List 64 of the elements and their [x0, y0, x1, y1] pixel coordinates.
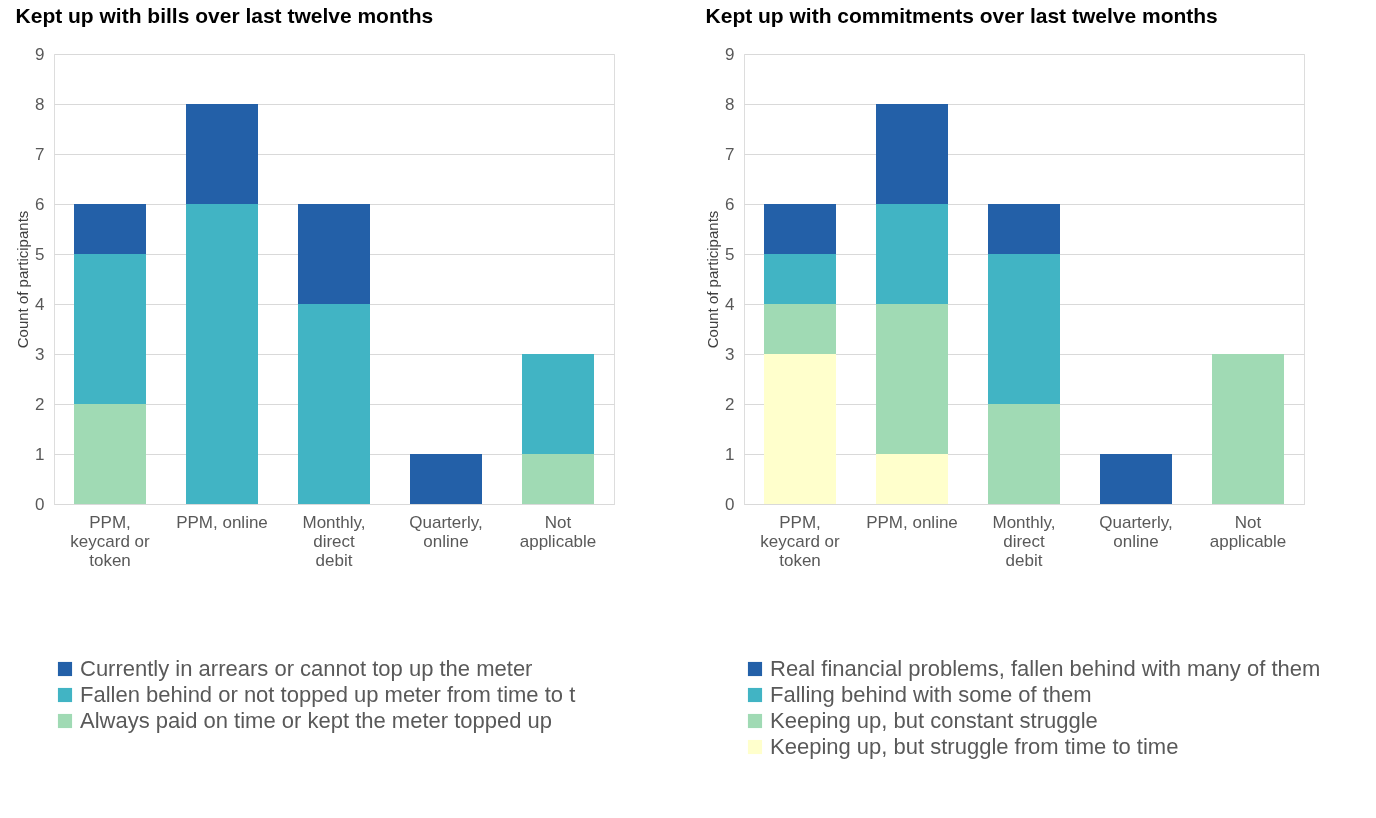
y-tick-label: 0	[725, 494, 735, 514]
bar	[186, 204, 258, 504]
x-tick-label: Quarterly, online	[409, 512, 483, 551]
y-tick-label: 3	[725, 344, 735, 364]
y-tick-label: 1	[725, 444, 735, 464]
bar	[522, 354, 594, 454]
y-axis-title: Count of participants	[704, 210, 722, 349]
bar	[876, 304, 948, 454]
y-tick-label: 9	[35, 44, 45, 64]
bar	[298, 204, 370, 304]
bar	[74, 404, 146, 504]
legend-label: Keeping up, but struggle from time to time	[770, 734, 1179, 759]
x-tick-label: Quarterly, online	[1099, 512, 1173, 551]
bar	[988, 204, 1060, 254]
y-tick-label: 9	[725, 44, 735, 64]
x-tick-label: PPM, online	[866, 512, 958, 532]
legend-label: Real financial problems, fallen behind with many of them	[770, 656, 1321, 681]
bar	[764, 304, 836, 354]
x-tick-label: PPM, keycard or token	[760, 512, 841, 570]
y-tick-label: 2	[725, 394, 735, 414]
bar	[74, 254, 146, 404]
bar	[764, 254, 836, 304]
bar	[522, 454, 594, 504]
x-tick-label: PPM, online	[176, 512, 268, 532]
x-tick-label: Not applicable	[1209, 512, 1287, 551]
y-tick-label: 8	[725, 94, 735, 114]
y-tick-label: 4	[35, 294, 45, 314]
bar	[764, 204, 836, 254]
y-tick-label: 6	[35, 194, 45, 214]
y-axis-title: Count of participants	[14, 210, 32, 349]
y-tick-label: 7	[725, 144, 735, 164]
x-tick-label: Monthly, direct debit	[302, 512, 366, 570]
y-tick-label: 2	[35, 394, 45, 414]
chart-title: Kept up with commitments over last twelve months	[705, 4, 1218, 27]
y-tick-label: 5	[35, 244, 45, 264]
y-tick-label: 0	[35, 494, 45, 514]
legend-label: Always paid on time or kept the meter topped up	[80, 708, 553, 733]
y-tick-label: 8	[35, 94, 45, 114]
chart-title: Kept up with bills over last twelve months	[15, 4, 434, 27]
bar	[1100, 454, 1172, 504]
bar	[764, 354, 836, 504]
y-tick-label: 3	[35, 344, 45, 364]
bar	[876, 204, 948, 304]
bar	[1212, 354, 1284, 504]
x-tick-label: Monthly, direct debit	[992, 512, 1056, 570]
legend-label: Fallen behind or not topped up meter from time to t	[80, 682, 576, 707]
bar	[410, 454, 482, 504]
y-tick-label: 5	[725, 244, 735, 264]
y-tick-label: 6	[725, 194, 735, 214]
bar	[186, 104, 258, 204]
bar	[876, 104, 948, 204]
x-tick-label: Not applicable	[519, 512, 597, 551]
bar	[74, 204, 146, 254]
legend-label: Keeping up, but constant struggle	[770, 708, 1098, 733]
legend-label: Currently in arrears or cannot top up the meter	[80, 656, 533, 681]
y-tick-label: 1	[35, 444, 45, 464]
bar	[876, 454, 948, 504]
bar	[988, 404, 1060, 504]
x-tick-label: PPM, keycard or token	[70, 512, 151, 570]
legend-label: Falling behind with some of them	[770, 682, 1092, 707]
y-tick-label: 7	[35, 144, 45, 164]
y-tick-label: 4	[725, 294, 735, 314]
bar	[988, 254, 1060, 404]
bar	[298, 304, 370, 504]
